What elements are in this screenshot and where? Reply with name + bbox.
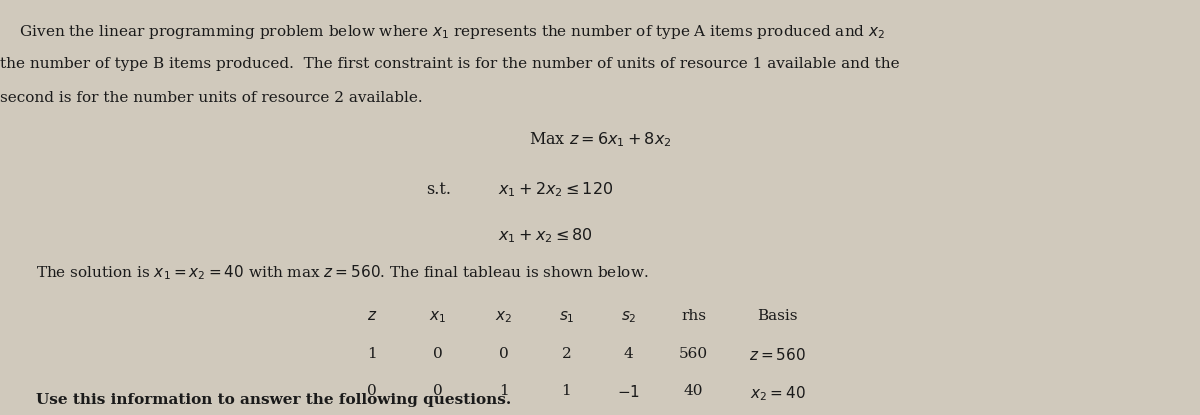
Text: $x_1 + 2x_2 \leq 120$: $x_1 + 2x_2 \leq 120$: [498, 181, 613, 199]
Text: $s_1$: $s_1$: [558, 309, 575, 325]
Text: Max $z = 6x_1 + 8x_2$: Max $z = 6x_1 + 8x_2$: [529, 131, 671, 149]
Text: $z = 560$: $z = 560$: [749, 347, 806, 363]
Text: 1: 1: [499, 384, 509, 398]
Text: Basis: Basis: [757, 309, 798, 323]
Text: second is for the number units of resource 2 available.: second is for the number units of resour…: [0, 91, 422, 105]
Text: 4: 4: [624, 347, 634, 361]
Text: 0: 0: [433, 384, 443, 398]
Text: $x_2$: $x_2$: [496, 309, 512, 325]
Text: The solution is $x_1 = x_2 = 40$ with max $z = 560$. The final tableau is shown : The solution is $x_1 = x_2 = 40$ with ma…: [36, 264, 648, 282]
Text: 40: 40: [684, 384, 703, 398]
Text: $x_1 + x_2 \leq 80$: $x_1 + x_2 \leq 80$: [498, 226, 593, 245]
Text: 1: 1: [562, 384, 571, 398]
Text: Use this information to answer the following questions.: Use this information to answer the follo…: [36, 393, 511, 408]
Text: $x_1$: $x_1$: [430, 309, 446, 325]
Text: rhs: rhs: [682, 309, 706, 323]
Text: 0: 0: [367, 384, 377, 398]
Text: 1: 1: [367, 347, 377, 361]
Text: 0: 0: [433, 347, 443, 361]
Text: $x_2 = 40$: $x_2 = 40$: [750, 384, 805, 403]
Text: the number of type B items produced.  The first constraint is for the number of : the number of type B items produced. The…: [0, 57, 900, 71]
Text: s.t.: s.t.: [426, 181, 451, 198]
Text: 560: 560: [679, 347, 708, 361]
Text: $s_2$: $s_2$: [620, 309, 637, 325]
Text: 2: 2: [562, 347, 571, 361]
Text: $-1$: $-1$: [617, 384, 641, 400]
Text: Given the linear programming problem below where $x_1$ represents the number of : Given the linear programming problem bel…: [0, 23, 886, 41]
Text: 0: 0: [499, 347, 509, 361]
Text: $z$: $z$: [367, 309, 377, 323]
